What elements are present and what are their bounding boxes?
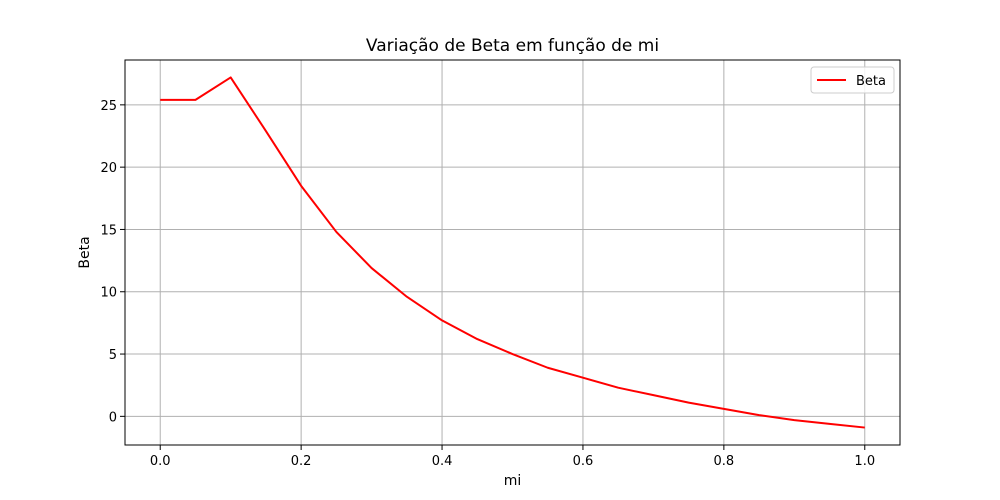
x-tick-label: 0.8 (714, 454, 735, 469)
series-line-beta (160, 76, 865, 429)
y-axis-label: Beta (77, 236, 93, 268)
legend-label-beta: Beta (856, 74, 886, 89)
ticks: 0.0 0.2 0.4 0.6 0.8 1.0 0 5 10 15 20 25 (100, 99, 875, 469)
x-tick-label: 0.4 (432, 454, 453, 469)
y-tick-label: 20 (100, 161, 117, 176)
x-tick-label: 1.0 (854, 454, 875, 469)
y-tick-label: 15 (100, 223, 117, 238)
legend-box (810, 66, 895, 94)
x-tick-label: 0.2 (291, 454, 312, 469)
chart-title: Variação de Beta em função de mi (366, 36, 659, 56)
series-layer (160, 76, 865, 429)
y-tick-label: 25 (100, 99, 117, 114)
x-tick-label: 0.0 (150, 454, 171, 469)
x-axis-label: mi (504, 473, 522, 489)
y-tick-label: 5 (109, 348, 117, 363)
plot-frame (124, 59, 901, 446)
y-tick-label: 10 (100, 286, 117, 301)
y-tick-label: 0 (109, 410, 117, 425)
x-tick-label: 0.6 (573, 454, 594, 469)
legend: Beta (810, 66, 895, 94)
